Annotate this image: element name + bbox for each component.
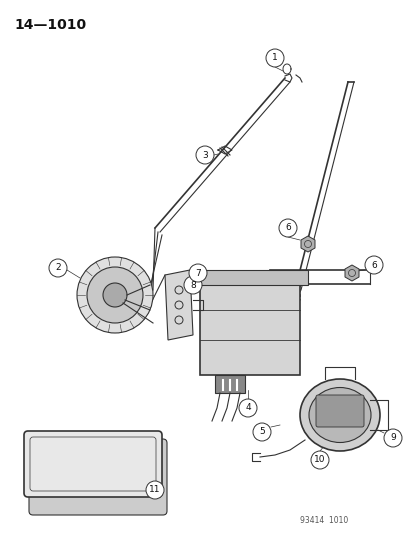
Polygon shape <box>300 236 314 252</box>
Text: 9: 9 <box>389 433 395 442</box>
Polygon shape <box>192 270 307 285</box>
Circle shape <box>87 267 142 323</box>
Text: 11: 11 <box>149 486 160 495</box>
Polygon shape <box>344 265 358 281</box>
FancyBboxPatch shape <box>29 439 166 515</box>
Circle shape <box>49 259 67 277</box>
Circle shape <box>278 219 296 237</box>
Circle shape <box>146 481 164 499</box>
Polygon shape <box>165 270 192 340</box>
Text: 8: 8 <box>190 280 195 289</box>
Circle shape <box>266 49 283 67</box>
Text: 6: 6 <box>370 261 376 270</box>
Circle shape <box>310 451 328 469</box>
FancyBboxPatch shape <box>24 431 161 497</box>
Text: 7: 7 <box>195 269 200 278</box>
Text: 4: 4 <box>244 403 250 413</box>
Ellipse shape <box>299 379 379 451</box>
Text: 3: 3 <box>202 150 207 159</box>
Circle shape <box>238 399 256 417</box>
Circle shape <box>364 256 382 274</box>
Circle shape <box>103 283 127 307</box>
Text: 10: 10 <box>313 456 325 464</box>
Text: 5: 5 <box>259 427 264 437</box>
Ellipse shape <box>308 387 370 442</box>
Text: 14—1010: 14—1010 <box>14 18 86 32</box>
FancyBboxPatch shape <box>199 285 299 375</box>
FancyBboxPatch shape <box>315 395 363 427</box>
Circle shape <box>77 257 153 333</box>
Text: 1: 1 <box>271 53 277 62</box>
Circle shape <box>383 429 401 447</box>
Text: 2: 2 <box>55 263 61 272</box>
Circle shape <box>183 276 202 294</box>
Text: 6: 6 <box>285 223 290 232</box>
Circle shape <box>195 146 214 164</box>
Circle shape <box>252 423 271 441</box>
Text: 93414  1010: 93414 1010 <box>299 516 347 525</box>
Polygon shape <box>214 375 244 393</box>
Circle shape <box>189 264 206 282</box>
